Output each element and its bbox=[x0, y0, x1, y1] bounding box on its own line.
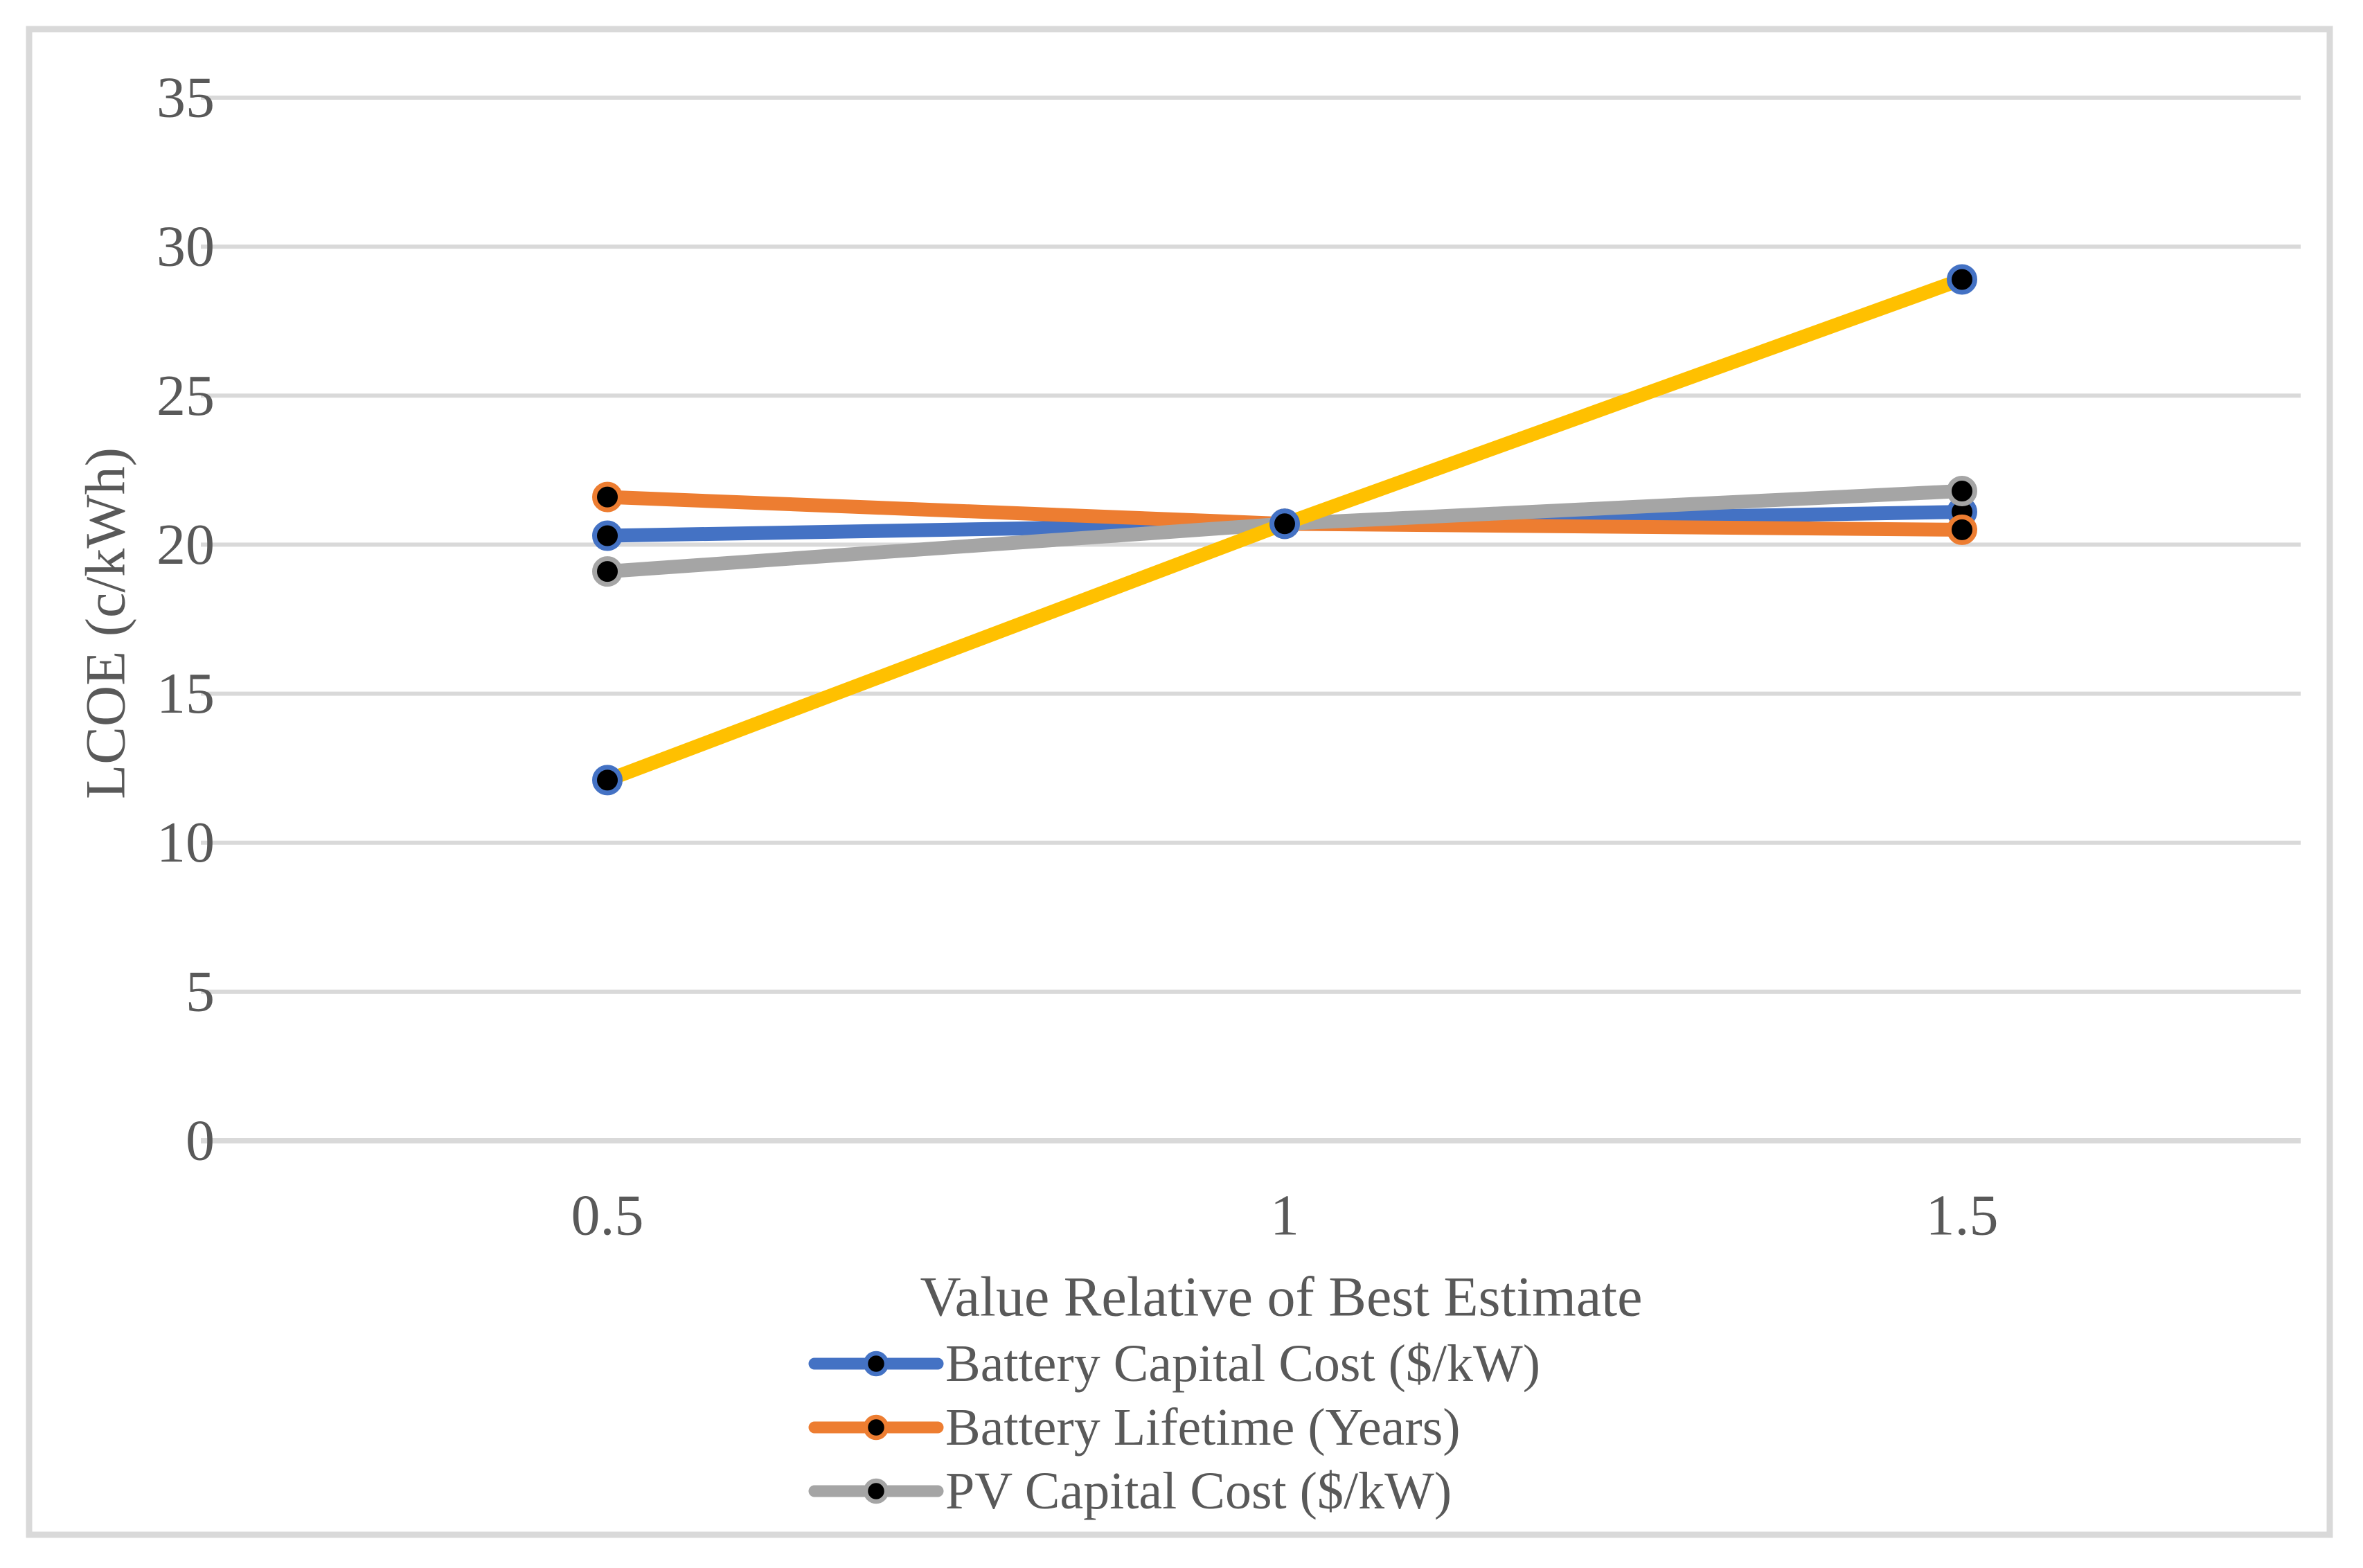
legend: Battery Capital Cost ($/kW)Battery Lifet… bbox=[808, 1335, 1540, 1520]
y-tick-label: 0 bbox=[186, 1109, 215, 1173]
y-tick-label: 15 bbox=[157, 661, 215, 726]
y-tick-label: 10 bbox=[157, 810, 215, 875]
y-tick-label: 35 bbox=[157, 65, 215, 130]
legend-marker-icon bbox=[863, 1414, 889, 1441]
figure-border bbox=[26, 26, 2333, 1538]
legend-item: Battery Capital Cost ($/kW) bbox=[808, 1335, 1540, 1393]
data-point-marker bbox=[592, 556, 623, 587]
y-tick-label: 30 bbox=[157, 215, 215, 279]
y-tick-label: 25 bbox=[157, 364, 215, 428]
legend-marker-icon bbox=[863, 1351, 889, 1377]
data-point-marker bbox=[1947, 475, 1977, 506]
data-point-marker bbox=[592, 765, 623, 796]
legend-item: Battery Lifetime (Years) bbox=[808, 1398, 1461, 1456]
y-tick-label: 5 bbox=[186, 959, 215, 1024]
series-lines bbox=[592, 264, 1977, 796]
x-tick-label: 1 bbox=[1270, 1184, 1299, 1248]
data-point-marker bbox=[1947, 264, 1977, 295]
legend-label: Battery Capital Cost ($/kW) bbox=[945, 1335, 1540, 1393]
x-tick-label: 0.5 bbox=[571, 1184, 644, 1248]
x-tick-label: 1.5 bbox=[1926, 1184, 1999, 1248]
data-point-marker bbox=[1947, 514, 1977, 545]
x-axis-tick-labels: 0.5 1 1.5 bbox=[571, 1184, 1999, 1248]
legend-label: PV Capital Cost ($/kW) bbox=[945, 1462, 1452, 1520]
legend-label: Battery Lifetime (Years) bbox=[945, 1398, 1461, 1456]
y-tick-label: 20 bbox=[157, 513, 215, 577]
y-axis-tick-labels: 0 5 10 15 20 25 30 35 bbox=[157, 65, 215, 1173]
data-point-marker bbox=[1269, 508, 1300, 540]
y-axis-title: LCOE (c/kWh) bbox=[74, 447, 137, 799]
data-point-marker bbox=[592, 481, 623, 513]
gridlines bbox=[201, 95, 2301, 1143]
data-point-marker bbox=[592, 520, 623, 551]
legend-marker-icon bbox=[863, 1478, 889, 1504]
legend-item: PV Capital Cost ($/kW) bbox=[808, 1462, 1452, 1520]
x-axis-title: Value Relative of Best Estimate bbox=[920, 1265, 1643, 1328]
